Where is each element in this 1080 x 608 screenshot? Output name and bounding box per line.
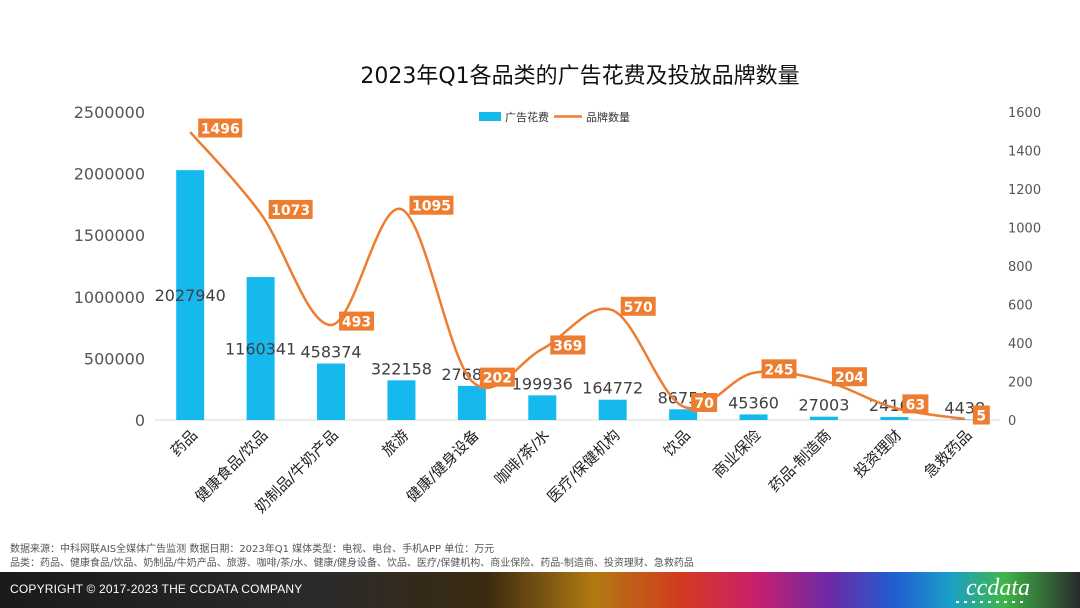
line-value-label: 570: [624, 300, 653, 316]
category-label: 健康食品/饮品: [192, 426, 272, 506]
y-right-tick-label: 1200: [1008, 183, 1041, 198]
category-label: 药品: [167, 426, 201, 460]
bar: [950, 419, 979, 420]
line-value-label: 63: [906, 397, 925, 413]
line-value-box: [550, 335, 586, 355]
bar: [809, 416, 838, 420]
line-value-box: [409, 195, 454, 215]
footnote-categories: 品类：药品、健康食品/饮品、奶制品/牛奶产品、旅游、咖啡/茶/水、健康/健身设备…: [10, 558, 694, 569]
line-value-label: 369: [553, 338, 582, 354]
bar: [880, 417, 909, 420]
bar: [669, 409, 698, 420]
line-value-label: 70: [694, 396, 714, 412]
y-right-tick-label: 1000: [1008, 222, 1041, 237]
bar: [387, 380, 416, 420]
legend-bar-label: 广告花费: [505, 111, 549, 124]
line-value-box: [620, 296, 656, 316]
line-value-box: [761, 359, 797, 379]
copyright-text: COPYRIGHT © 2017-2023 THE CCDATA COMPANY: [10, 582, 303, 596]
line-value-box: [831, 367, 867, 387]
y-right-tick-label: 800: [1008, 260, 1033, 275]
category-label: 商业保险: [709, 426, 764, 481]
line-value-box: [691, 393, 718, 413]
category-label: 饮品: [660, 426, 694, 460]
line-value-label: 202: [483, 371, 512, 387]
bar-value-label: 45360: [728, 393, 779, 412]
line-value-label: 245: [764, 362, 793, 378]
bar: [528, 395, 557, 420]
brand-count-line: [189, 131, 965, 421]
legend-bar-swatch: [479, 112, 501, 121]
bar: [246, 277, 275, 420]
y-right-tick-label: 0: [1008, 414, 1016, 429]
bar: [457, 385, 486, 420]
y-left-tick-label: 2000000: [74, 165, 145, 184]
category-label: 医疗/保健机构: [544, 426, 624, 506]
category-label: 旅游: [378, 426, 412, 460]
category-label: 健康/健身设备: [403, 426, 483, 506]
line-value-label: 204: [835, 370, 864, 386]
footer-bar: COPYRIGHT © 2017-2023 THE CCDATA COMPANY…: [0, 572, 1080, 608]
y-right-tick-label: 200: [1008, 376, 1033, 391]
bar: [317, 363, 346, 420]
y-left-tick-label: 1000000: [74, 288, 145, 307]
line-value-label: 1073: [271, 203, 310, 219]
bar-value-label: 27003: [799, 396, 850, 415]
bar-value-label: 458374: [301, 343, 362, 362]
line-value-label: 1095: [412, 199, 451, 215]
ccdata-logo: ccdata: [966, 575, 1030, 601]
legend-line-label: 品牌数量: [586, 110, 630, 124]
y-right-tick-label: 400: [1008, 337, 1033, 352]
y-left-tick-label: 2500000: [74, 103, 145, 122]
bar-value-label: 322158: [371, 359, 432, 378]
bar-value-label: 199936: [512, 374, 573, 393]
bar: [598, 399, 627, 420]
y-right-tick-label: 1400: [1008, 145, 1041, 160]
line-value-box: [479, 367, 515, 387]
bar: [176, 170, 205, 420]
line-value-box: [268, 199, 313, 219]
line-value-box: [339, 311, 375, 331]
category-label: 药品-制造商: [765, 426, 835, 496]
y-left-tick-label: 0: [135, 411, 145, 430]
chart-title: 2023年Q1各品类的广告花费及投放品牌数量: [360, 64, 799, 89]
category-label: 急救药品: [920, 426, 975, 481]
y-right-tick-label: 600: [1008, 299, 1033, 314]
bar: [739, 414, 768, 420]
line-value-box: [972, 405, 990, 425]
line-value-box: [902, 394, 929, 414]
line-value-label: 1496: [201, 122, 240, 138]
combo-chart: 2023年Q1各品类的广告花费及投放品牌数量 广告花费 品牌数量 0 500000…: [74, 64, 1041, 517]
category-label: 咖啡/茶/水: [491, 426, 553, 488]
y-left-tick-label: 1500000: [74, 226, 145, 245]
line-value-box: [198, 118, 243, 138]
bar-value-label: 164772: [582, 379, 643, 398]
bar-value-label: 2027940: [155, 286, 226, 305]
legend: 广告花费 品牌数量: [479, 110, 630, 124]
category-label: 投资理财: [850, 426, 905, 481]
bar-value-label: 1160341: [225, 340, 296, 359]
y-right-tick-label: 1600: [1008, 106, 1041, 121]
y-left-tick-label: 500000: [84, 349, 145, 368]
footnote-source: 数据来源：中科网联AIS全媒体广告监测 数据日期：2023年Q1 媒体类型：电视…: [10, 544, 495, 555]
line-value-label: 493: [342, 315, 371, 331]
line-value-label: 5: [976, 409, 986, 425]
logo-dots: [956, 601, 1026, 603]
